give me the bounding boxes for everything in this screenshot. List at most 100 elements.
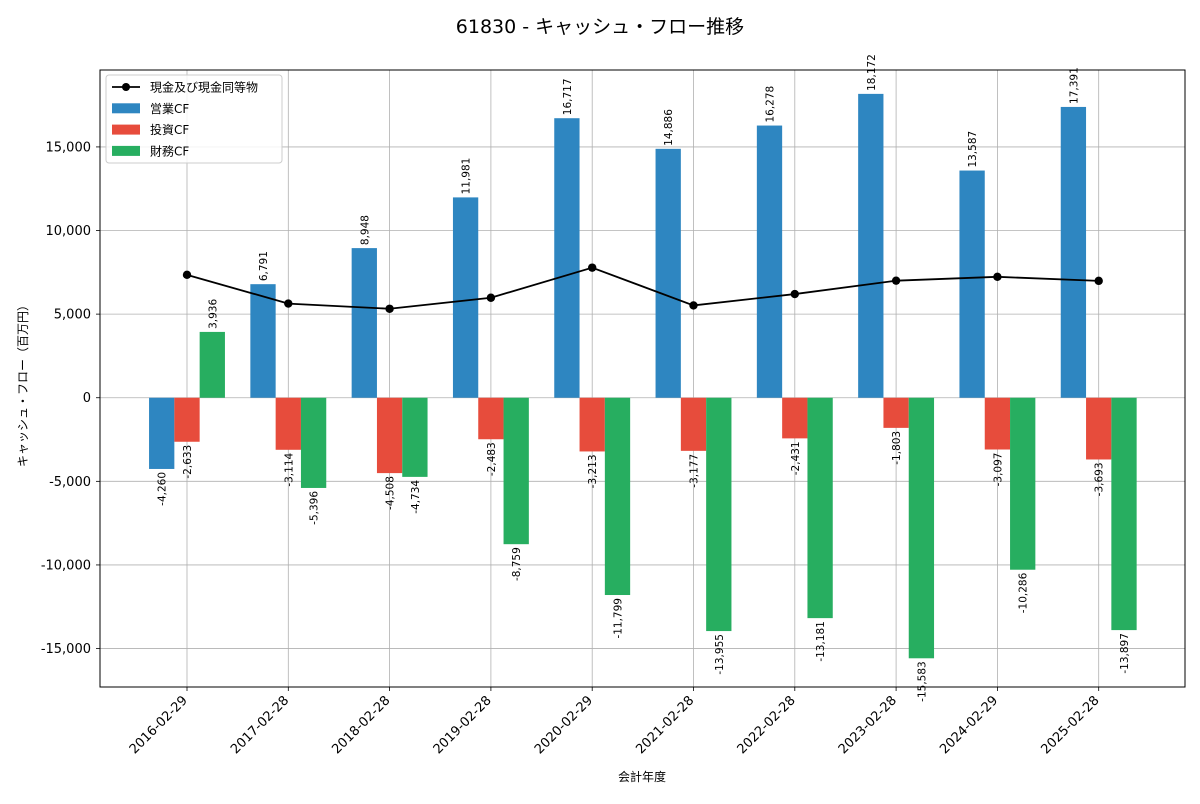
bar-financing	[1010, 397, 1036, 570]
x-tick-label: 2022-02-28	[735, 693, 799, 757]
data-label: -13,181	[815, 621, 827, 662]
bar-investing	[174, 397, 200, 442]
data-label: -2,483	[486, 442, 498, 476]
data-label: -4,260	[157, 472, 169, 506]
data-label: 14,886	[663, 109, 675, 146]
y-tick-label: 15,000	[46, 140, 92, 155]
bar-financing	[402, 397, 428, 477]
data-label: -11,799	[613, 598, 625, 639]
bar-financing	[908, 397, 935, 659]
y-tick-label: 5,000	[54, 308, 91, 323]
x-tick-label: 2016-02-29	[127, 693, 191, 757]
cash-point	[993, 272, 1002, 282]
data-label: -13,897	[1119, 633, 1131, 674]
data-label: -4,508	[385, 476, 397, 510]
y-axis-title: キャッシュ・フロー（百万円）	[16, 299, 30, 467]
cash-point	[891, 276, 901, 285]
cash-point	[284, 299, 293, 308]
y-tick-label: -10,000	[41, 558, 91, 573]
bar-investing	[1086, 397, 1112, 460]
data-label: -3,693	[1094, 462, 1106, 496]
data-label: 13,587	[967, 131, 979, 168]
bar-investing	[275, 397, 301, 450]
cash-point	[790, 289, 799, 299]
y-tick-label: 0	[83, 391, 91, 406]
legend-marker	[122, 83, 130, 91]
data-label: -8,759	[511, 547, 523, 581]
plot-frame	[99, 69, 1186, 688]
bars-layer	[149, 93, 1137, 659]
data-label: 11,981	[461, 158, 473, 195]
data-label: -2,431	[790, 441, 802, 475]
bar-investing	[680, 397, 707, 451]
data-label: 8,948	[359, 215, 371, 245]
bar-operating	[149, 397, 175, 469]
legend-label: 財務CF	[150, 143, 189, 158]
x-tick-label: 2021-02-28	[633, 693, 697, 757]
data-label: -3,114	[283, 452, 295, 486]
data-label: -13,955	[714, 634, 726, 675]
legend-swatch	[112, 145, 140, 156]
bar-investing	[782, 397, 808, 439]
data-label: -1,803	[891, 431, 903, 465]
x-tick-label: 2024-02-29	[937, 693, 1001, 757]
cash-point	[182, 270, 192, 280]
data-label: 18,172	[866, 54, 878, 91]
data-label: -4,734	[410, 480, 422, 514]
bar-financing	[706, 397, 732, 632]
bar-investing	[376, 397, 403, 474]
data-label: 3,936	[207, 299, 219, 329]
bar-operating	[655, 148, 681, 398]
labels-layer: -4,260 6,791 8,948 11,981 16,717 14,886 16,278…	[157, 54, 1131, 702]
data-label: -5,396	[309, 491, 321, 525]
data-label: -3,213	[587, 454, 599, 488]
x-tick-label: 2023-02-28	[836, 693, 900, 757]
data-label: 6,791	[258, 251, 270, 281]
cash-line	[186, 266, 1099, 310]
x-tick-label: 2019-02-28	[431, 693, 495, 757]
bar-operating	[858, 93, 884, 398]
legend-box	[105, 74, 283, 164]
data-label: -2,633	[182, 445, 194, 479]
chart-title: 61830 - キャッシュ・フロー推移	[456, 16, 744, 38]
bar-investing	[984, 397, 1011, 450]
grid-layer	[100, 70, 1185, 687]
data-label: -3,097	[992, 453, 1004, 487]
legend-label: 営業CF	[150, 102, 189, 116]
x-tick-label: 2020-02-29	[532, 693, 596, 757]
bar-financing	[604, 397, 631, 596]
bar-investing	[478, 397, 504, 440]
data-label: 16,717	[562, 78, 574, 115]
y-tick-label: -5,000	[49, 475, 91, 490]
y-tick-label: 10,000	[46, 224, 92, 239]
legend-label: 投資CF	[150, 122, 189, 137]
legend-swatch	[112, 103, 140, 114]
cash-point	[385, 304, 394, 313]
y-tick-label: -15,000	[41, 642, 91, 657]
bar-operating	[959, 170, 985, 398]
bar-investing	[883, 397, 909, 428]
data-label: 17,391	[1068, 67, 1080, 104]
data-label: -3,177	[689, 454, 701, 488]
x-axis-title: 会計年度	[618, 769, 666, 784]
legend-swatch	[112, 124, 140, 135]
bar-financing	[1111, 397, 1137, 631]
bar-financing	[199, 331, 225, 398]
cash-point	[1094, 276, 1103, 286]
cash-point	[486, 293, 496, 302]
cash-point	[689, 301, 698, 310]
bar-financing	[300, 397, 327, 488]
bar-investing	[579, 397, 605, 452]
bar-operating	[452, 197, 479, 398]
x-tick-label: 2017-02-28	[228, 693, 292, 757]
data-label: 16,278	[765, 86, 777, 123]
bar-financing	[807, 397, 833, 619]
cash-point	[588, 263, 597, 272]
data-label: -15,583	[916, 661, 928, 702]
x-tick-label: 2018-02-28	[329, 693, 393, 757]
bar-operating	[351, 248, 377, 398]
bar-operating	[250, 284, 276, 398]
